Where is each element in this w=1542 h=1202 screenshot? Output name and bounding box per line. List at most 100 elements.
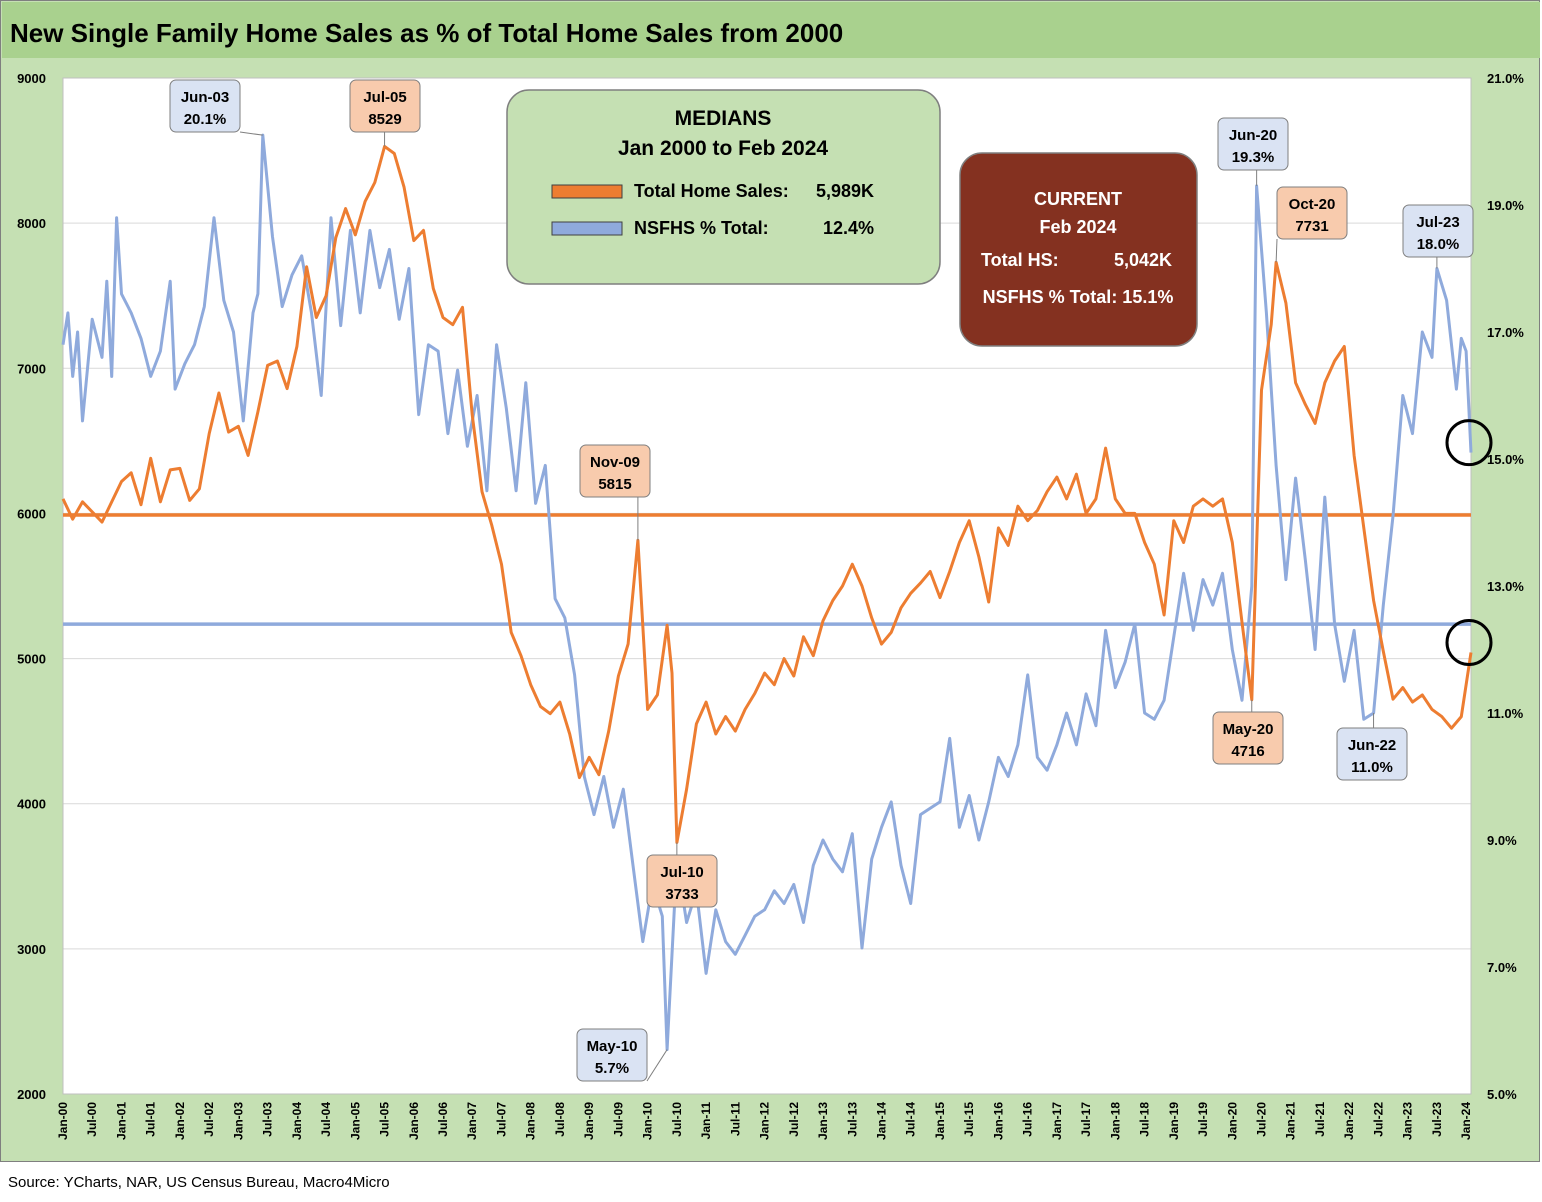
current-total-hs-value: 5,042K [1114, 250, 1172, 270]
x-tick-label: Jul-18 [1138, 1102, 1152, 1137]
x-tick-label: Jul-01 [144, 1102, 158, 1137]
callout-box [1402, 204, 1474, 258]
source-note: Source: YCharts, NAR, US Census Bureau, … [8, 1174, 390, 1191]
callout-value: 4716 [1231, 743, 1264, 760]
x-tick-label: Jan-11 [699, 1102, 713, 1140]
x-tick-label: Jul-03 [261, 1102, 275, 1137]
y-right-tick-label: 9.0% [1487, 833, 1517, 848]
x-tick-label: Jan-09 [582, 1102, 596, 1140]
x-tick-label: Jul-21 [1313, 1102, 1327, 1137]
x-tick-label: Jan-01 [114, 1102, 128, 1140]
callout-date: May-20 [1223, 721, 1274, 738]
callout-nov09: Nov-09 5815 [579, 444, 651, 541]
x-tick-label: Jan-18 [1108, 1102, 1122, 1140]
x-tick-label: Jan-15 [933, 1102, 947, 1140]
callout-date: Jul-10 [660, 864, 703, 881]
x-tick-label: Jan-23 [1401, 1102, 1415, 1140]
y-right-tick-label: 7.0% [1487, 960, 1517, 975]
x-tick-label: Jan-24 [1459, 1102, 1473, 1140]
callout-value: 8529 [368, 111, 401, 128]
x-tick-label: Jul-16 [1021, 1102, 1035, 1137]
y-right-tick-label: 21.0% [1487, 71, 1524, 86]
current-box-bg [959, 152, 1198, 347]
callout-date: Jun-20 [1229, 127, 1277, 144]
x-tick-label: Jul-06 [436, 1102, 450, 1137]
y-left-tick-label: 6000 [17, 506, 46, 521]
x-tick-label: Jul-13 [845, 1102, 859, 1137]
y-right-tick-label: 17.0% [1487, 325, 1524, 340]
callout-leader [239, 131, 263, 136]
x-tick-label: Jan-08 [524, 1102, 538, 1140]
y-left-tick-label: 3000 [17, 942, 46, 957]
x-tick-label: Jul-22 [1371, 1102, 1385, 1137]
x-tick-label: Jan-07 [465, 1102, 479, 1140]
x-tick-label: Jul-12 [787, 1102, 801, 1137]
x-tick-label: Jan-20 [1225, 1102, 1239, 1140]
callout-value: 18.0% [1417, 236, 1460, 253]
callout-date: Jun-03 [181, 89, 229, 106]
x-tick-label: Jan-00 [56, 1102, 70, 1140]
callout-jun20: Jun-20 19.3% [1217, 117, 1289, 186]
highlight-circle-nsfhs [1445, 419, 1493, 467]
medians-row-label: Total Home Sales: [634, 181, 789, 201]
callout-value: 7731 [1295, 218, 1328, 235]
y-left-tick-label: 9000 [17, 71, 46, 86]
current-title: CURRENT [1034, 189, 1122, 209]
callout-box [1336, 727, 1408, 781]
medians-legend-swatch [551, 184, 623, 199]
callout-jul23: Jul-23 18.0% [1402, 204, 1474, 269]
x-tick-label: Jul-00 [85, 1102, 99, 1137]
x-tick-label: Jul-14 [904, 1102, 918, 1137]
callout-box [169, 79, 241, 133]
callout-value: 11.0% [1351, 759, 1393, 776]
callout-oct20: Oct-20 7731 [1275, 186, 1348, 263]
callout-date: Jul-05 [363, 89, 406, 106]
x-tick-label: Jul-09 [611, 1102, 625, 1137]
y-right-tick-label: 5.0% [1487, 1087, 1517, 1102]
callout-value: 5.7% [595, 1060, 629, 1077]
callout-date: Jun-22 [1348, 737, 1396, 754]
callout-value: 20.1% [184, 111, 227, 128]
medians-title: MEDIANS [675, 107, 772, 130]
x-tick-label: Jan-05 [348, 1102, 362, 1140]
current-nsfhs-row: NSFHS % Total: 15.1% [983, 287, 1174, 307]
callout-may10: May-10 5.7% [576, 1028, 668, 1082]
callout-date: Oct-20 [1289, 196, 1336, 213]
x-tick-label: Jul-11 [728, 1102, 742, 1136]
x-tick-label: Jul-02 [202, 1102, 216, 1137]
series-line-total-home-sales [61, 144, 1473, 844]
x-tick-label: Jan-12 [758, 1102, 772, 1140]
medians-row-label: NSFHS % Total: [634, 218, 769, 238]
y-right-tick-label: 19.0% [1487, 198, 1524, 213]
series-line-nsfhs-pct [61, 133, 1473, 1051]
x-tick-label: Jan-04 [290, 1102, 304, 1140]
callout-value: 3733 [665, 886, 698, 903]
callout-box [1276, 186, 1348, 240]
x-tick-label: Jan-22 [1342, 1102, 1356, 1140]
y-right-tick-label: 11.0% [1487, 706, 1524, 721]
callout-box [1217, 117, 1289, 171]
x-tick-label: Jul-19 [1196, 1102, 1210, 1137]
callout-box [349, 79, 421, 133]
callout-value: 5815 [598, 476, 631, 493]
x-tick-label: Jan-21 [1284, 1102, 1298, 1140]
current-box: CURRENT Feb 2024 Total HS: 5,042K NSFHS % To… [959, 152, 1198, 347]
x-tick-label: Jul-17 [1079, 1102, 1093, 1137]
x-tick-label: Jan-16 [991, 1102, 1005, 1140]
current-subtitle: Feb 2024 [1039, 217, 1116, 237]
callout-box [576, 1028, 648, 1082]
y-left-tick-label: 7000 [17, 361, 46, 376]
callout-box [1212, 711, 1284, 765]
x-tick-label: Jul-20 [1255, 1102, 1269, 1137]
title-bar: New Single Family Home Sales as % of Tot… [2, 2, 1540, 58]
callout-value: 19.3% [1232, 149, 1275, 166]
callout-leader [1275, 238, 1278, 263]
x-tick-label: Jan-10 [641, 1102, 655, 1140]
current-total-hs-label: Total HS: [981, 250, 1059, 270]
y-left-tick-label: 8000 [17, 216, 46, 231]
callout-jul05: Jul-05 8529 [349, 79, 421, 147]
callout-jun22: Jun-22 11.0% [1336, 713, 1408, 781]
callout-date: Jul-23 [1416, 214, 1459, 231]
medians-row-value: 12.4% [823, 218, 874, 238]
